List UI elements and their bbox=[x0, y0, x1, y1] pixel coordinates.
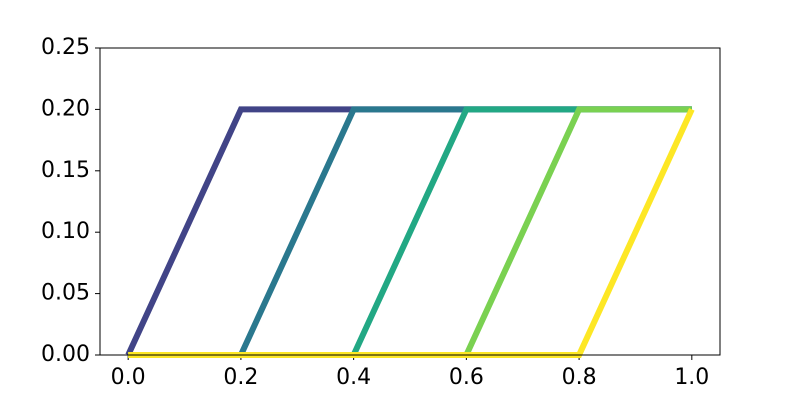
x-tick-label: 0.2 bbox=[223, 365, 258, 390]
y-tick-label: 0.15 bbox=[41, 158, 90, 183]
y-tick-label: 0.00 bbox=[41, 342, 90, 367]
x-tick-label: 1.0 bbox=[674, 365, 709, 390]
x-tick-label: 0.6 bbox=[449, 365, 484, 390]
x-tick-label: 0.0 bbox=[111, 365, 146, 390]
y-tick-label: 0.25 bbox=[41, 35, 90, 60]
x-tick-label: 0.8 bbox=[562, 365, 597, 390]
y-tick-label: 0.05 bbox=[41, 281, 90, 306]
axes-frame bbox=[99, 47, 721, 356]
x-tick-label: 0.4 bbox=[336, 365, 371, 390]
series-line bbox=[128, 106, 692, 358]
y-tick-label: 0.10 bbox=[41, 219, 90, 244]
y-tick-label: 0.20 bbox=[41, 96, 90, 121]
